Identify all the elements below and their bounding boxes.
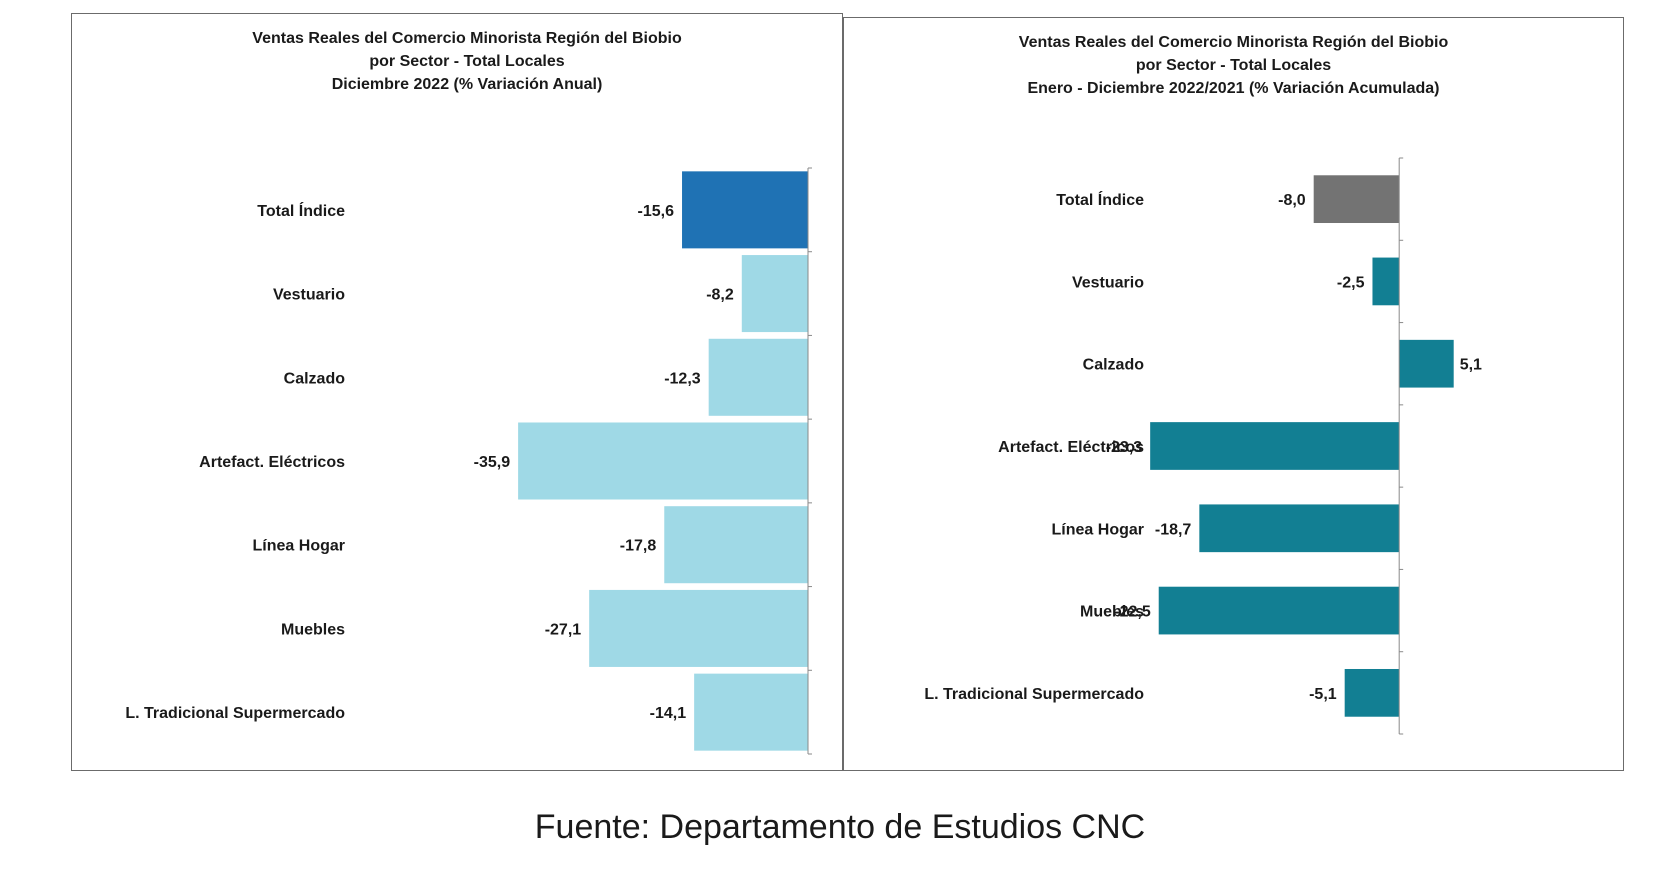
data-label: -23,3 [1106,439,1143,456]
data-label: -22,5 [1114,604,1151,621]
bar-chart-annual: Total Índice -15,6 Vestuario -8,2 Calzado -12… [125,167,812,755]
bar-3 [1399,339,1454,388]
data-label: -14,1 [650,705,687,722]
data-label: 5,1 [1460,357,1482,374]
bar-7 [694,673,808,751]
category-label: L. Tradicional Supermercado [924,686,1144,703]
bar-3 [708,338,808,416]
data-label: -27,1 [545,621,582,638]
bar-6 [1158,586,1400,635]
category-label: Vestuario [1072,274,1144,291]
data-label: -12,3 [664,370,701,387]
data-label: -5,1 [1309,686,1337,703]
data-label: -18,7 [1155,521,1192,538]
chart-title-line-3: Enero - Diciembre 2022/2021 (% Variación… [1027,80,1440,97]
bar-2 [741,255,808,333]
category-label: Línea Hogar [1052,521,1144,538]
data-label: -2,5 [1337,274,1365,291]
chart-panel-cumulative: Ventas Reales del Comercio Minorista Reg… [843,17,1624,771]
category-label: Total Índice [1056,190,1144,209]
bar-1 [682,171,808,249]
data-label: -15,6 [638,203,675,220]
bar-chart-cumulative: Total Índice -8,0 Vestuario -2,5 Calzado 5,1 A… [924,157,1482,735]
category-label: Calzado [284,370,346,387]
source-caption: Fuente: Departamento de Estudios CNC [534,808,1146,846]
bar-2 [1372,257,1400,306]
chart-title-line-3: Diciembre 2022 (% Variación Anual) [331,76,603,93]
bar-5 [1199,504,1400,553]
data-label: -8,2 [706,287,734,304]
category-label: Vestuario [273,287,345,304]
data-label: -35,9 [474,454,511,471]
chart-panel-annual: Ventas Reales del Comercio Minorista Reg… [71,13,843,771]
chart-title-line-2: por Sector - Total Locales [1135,57,1332,74]
bar-7 [1344,668,1400,717]
bar-6 [589,589,808,667]
chart-title-line-1: Ventas Reales del Comercio Minorista Reg… [252,30,682,47]
chart-title-line-2: por Sector - Total Locales [369,53,565,70]
chart-title-line-1: Ventas Reales del Comercio Minorista Reg… [1018,34,1449,51]
bar-4 [1150,422,1400,470]
category-label: L. Tradicional Supermercado [125,705,345,722]
bar-5 [664,506,808,584]
category-label: Calzado [1083,357,1145,374]
bar-4 [518,422,808,500]
chart-title-annual: Ventas Reales del Comercio Minorista Reg… [72,27,842,96]
category-label: Artefact. Eléctricos [199,454,345,471]
category-label: Artefact. Eléctricos [998,439,1144,456]
category-label: Línea Hogar [253,538,345,555]
chart-title-cumulative: Ventas Reales del Comercio Minorista Reg… [844,31,1623,100]
bar-1 [1313,175,1400,224]
category-label: Total Índice [257,201,345,220]
category-label: Muebles [281,621,345,638]
data-label: -8,0 [1278,192,1306,209]
category-label: Muebles [1080,604,1144,621]
data-label: -17,8 [620,538,657,555]
